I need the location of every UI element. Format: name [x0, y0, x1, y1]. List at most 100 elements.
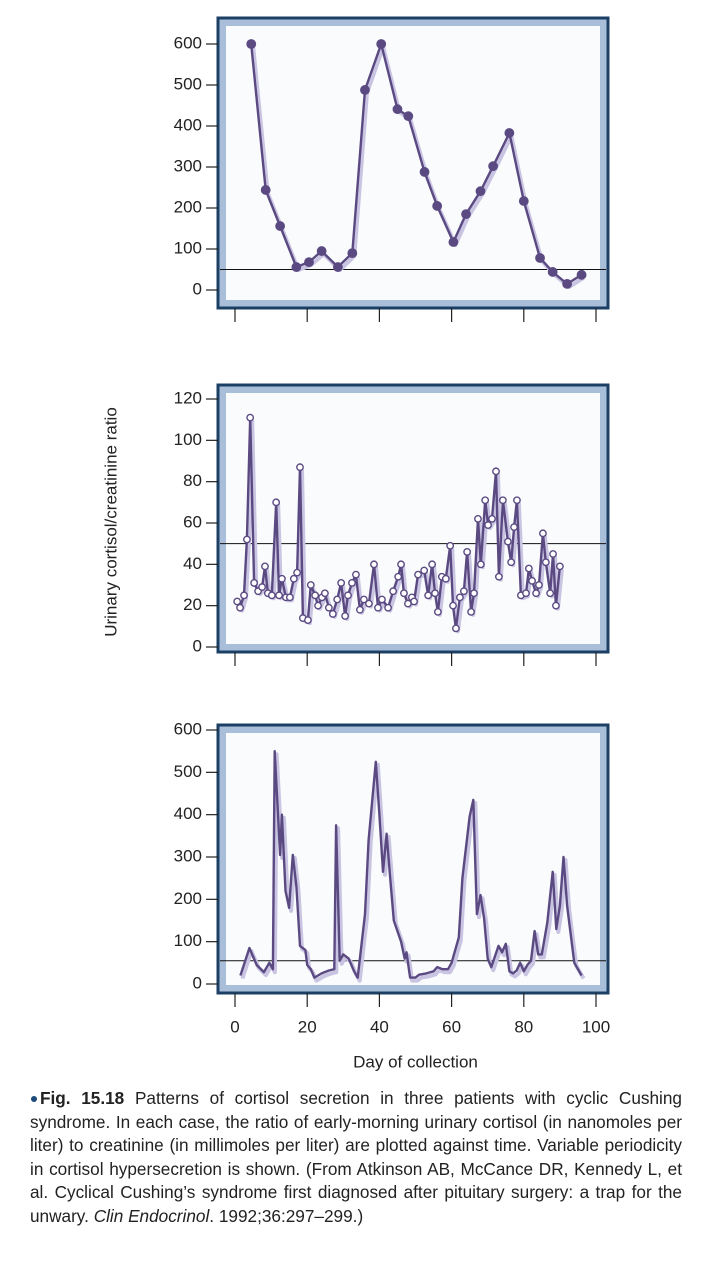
point [507, 558, 516, 567]
point [488, 161, 499, 172]
point [513, 496, 521, 505]
point [424, 591, 433, 600]
point [420, 566, 429, 575]
point [431, 589, 439, 598]
y-tick-label: 20 [183, 595, 202, 614]
point [463, 548, 472, 556]
point [510, 523, 518, 532]
caption-citation: . 1992;36:297–299.) [209, 1205, 364, 1226]
point [546, 589, 555, 598]
point [246, 413, 255, 422]
point [347, 248, 358, 259]
x-axis-label: Day of collection [353, 1052, 478, 1071]
point [250, 579, 259, 587]
x-tick-label: 100 [582, 1017, 610, 1036]
point [332, 262, 343, 272]
plot-area [226, 393, 600, 644]
point [549, 550, 557, 558]
point [389, 587, 398, 596]
y-tick-label: 500 [174, 74, 202, 93]
point [410, 597, 418, 606]
point [378, 595, 386, 604]
point [236, 603, 244, 612]
y-tick-label: 100 [174, 931, 202, 950]
point [470, 589, 478, 598]
y-tick-label: 600 [174, 33, 202, 52]
point [258, 583, 266, 591]
y-tick-label: 300 [174, 846, 202, 865]
point [532, 589, 540, 598]
caption-journal: Clin Endocrinol [93, 1205, 210, 1226]
point [246, 39, 257, 49]
point [400, 589, 408, 598]
point [261, 562, 269, 571]
point [352, 570, 360, 579]
point [243, 535, 251, 544]
bullet [31, 1096, 37, 1103]
y-tick-label: 200 [174, 197, 202, 216]
y-tick-label: 0 [193, 279, 202, 298]
point [344, 591, 352, 600]
point [404, 599, 412, 608]
point [394, 572, 403, 581]
point [432, 201, 443, 211]
point [419, 167, 430, 177]
point [324, 603, 333, 612]
caption-label: Fig. 15.18 [40, 1088, 125, 1108]
point [448, 237, 459, 247]
point [456, 593, 464, 602]
point [403, 111, 414, 122]
point [547, 267, 558, 277]
point [498, 496, 507, 505]
point [539, 529, 547, 538]
point [552, 601, 560, 610]
x-tick-label: 20 [298, 1017, 317, 1036]
point [535, 581, 543, 589]
point [360, 85, 370, 95]
y-tick-label: 120 [174, 388, 202, 407]
y-tick-label: 300 [174, 156, 202, 175]
point [306, 581, 315, 589]
point [291, 262, 302, 272]
point [452, 624, 460, 633]
point [441, 574, 450, 583]
caption: Fig. 15.18 Patterns of cortisol secretio… [30, 1087, 682, 1229]
point [289, 574, 298, 583]
point [384, 603, 392, 612]
point [433, 607, 442, 616]
point [304, 616, 312, 625]
point [518, 196, 529, 206]
y-tick-label: 0 [193, 973, 202, 992]
x-tick-label: 0 [230, 1017, 239, 1036]
point [392, 104, 403, 115]
point [316, 246, 327, 256]
point [314, 601, 322, 610]
x-tick-label: 40 [370, 1017, 389, 1036]
point [459, 587, 468, 596]
point [446, 541, 455, 550]
point [481, 496, 490, 505]
point [449, 601, 457, 610]
caption-text: Patterns of cortisol secretion in three … [30, 1088, 682, 1226]
series-line [239, 750, 583, 979]
point [562, 278, 573, 289]
point [293, 568, 301, 577]
point [504, 537, 512, 546]
point [475, 186, 486, 197]
point [337, 579, 346, 587]
point [278, 574, 286, 583]
y-tick-label: 60 [183, 512, 202, 531]
y-tick-label: 80 [183, 471, 202, 490]
point [275, 591, 283, 600]
y-tick-label: 400 [174, 115, 202, 134]
point [504, 128, 515, 138]
point [272, 498, 281, 507]
point [428, 560, 437, 569]
point [240, 591, 248, 600]
point [374, 603, 382, 612]
y-tick-label: 500 [174, 762, 202, 781]
point [328, 610, 337, 618]
y-tick-label: 600 [174, 719, 202, 738]
point [311, 591, 320, 600]
